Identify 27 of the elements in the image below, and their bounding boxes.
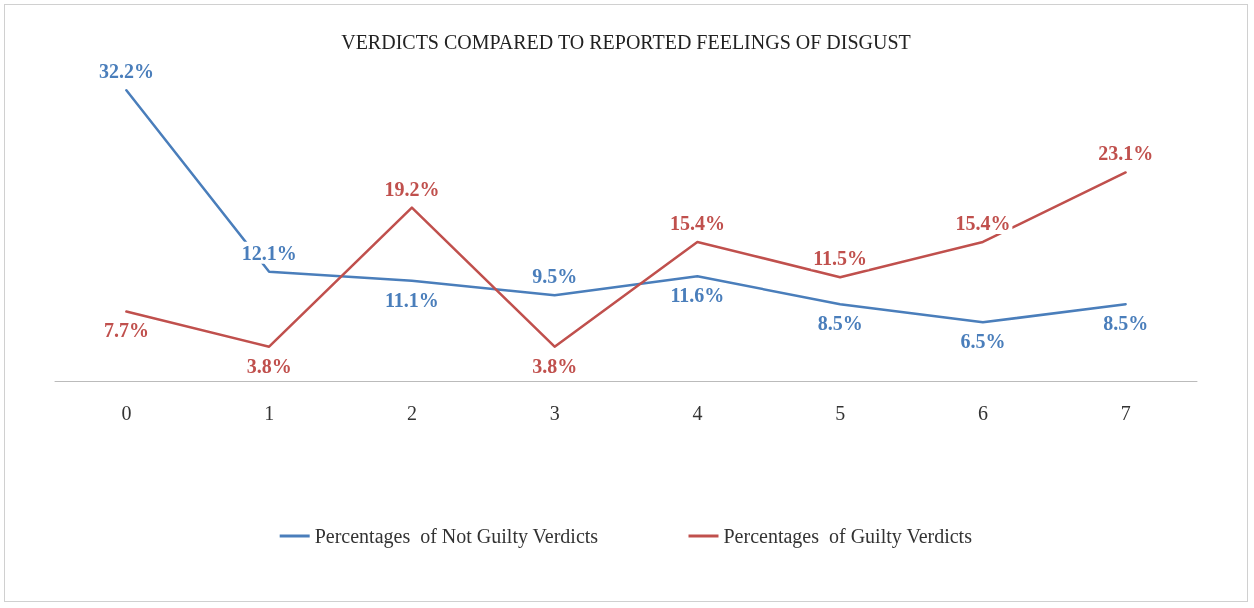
data-label: 11.5% xyxy=(813,247,868,270)
data-label: 15.4% xyxy=(955,211,1011,234)
data-label: 23.1% xyxy=(1098,142,1154,165)
data-label: 19.2% xyxy=(384,177,440,200)
data-label: 32.2% xyxy=(98,60,154,83)
data-label: 9.5% xyxy=(532,265,578,288)
data-label: 7.7% xyxy=(103,319,149,342)
data-label: 11.1% xyxy=(384,288,439,311)
x-tick-label: 3 xyxy=(549,402,560,424)
x-tick-label: 1 xyxy=(264,402,275,424)
data-label: 6.5% xyxy=(960,330,1006,353)
x-tick-label: 5 xyxy=(835,402,846,424)
x-tick-label: 0 xyxy=(121,402,132,424)
x-tick-label: 6 xyxy=(977,402,988,424)
legend-label: Percentages of Guilty Verdicts xyxy=(723,525,973,548)
x-tick-label: 4 xyxy=(692,402,703,424)
data-label: 8.5% xyxy=(817,312,863,335)
legend-label: Percentages of Not Guilty Verdicts xyxy=(314,525,599,548)
x-tick-label: 7 xyxy=(1120,402,1131,424)
data-label: 15.4% xyxy=(669,211,725,234)
data-label: 3.8% xyxy=(532,354,578,377)
data-label: 8.5% xyxy=(1103,312,1149,335)
data-label: 12.1% xyxy=(241,241,297,264)
x-tick-label: 2 xyxy=(406,402,417,424)
chart-title: VERDICTS COMPARED TO REPORTED FEELINGS OF DISGUST xyxy=(341,31,911,53)
data-label: 3.8% xyxy=(246,354,292,377)
data-label: 11.6% xyxy=(670,284,725,307)
